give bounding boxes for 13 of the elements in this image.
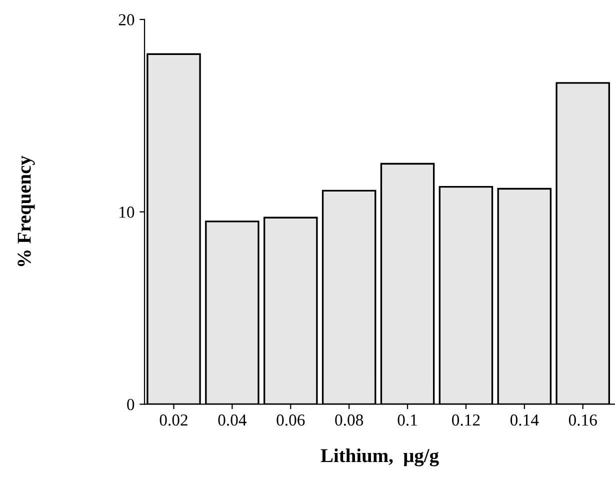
x-tick-label: 0.06	[276, 414, 305, 426]
y-axis-title: % Frequency	[18, 156, 35, 266]
x-tick-label: 0.02	[160, 414, 188, 426]
y-tick-label: 20	[118, 14, 134, 26]
x-tick-label: 0.04	[218, 414, 247, 426]
y-tick-label: 0	[127, 398, 134, 410]
x-tick-label: 0.14	[510, 414, 539, 426]
x-axis-title: Lithium, μg/g	[320, 448, 439, 466]
y-tick-label: 10	[120, 206, 134, 218]
x-tick-label: 0.1	[398, 414, 417, 426]
x-tick-label: 0.12	[452, 414, 480, 426]
x-tick-label: 0.16	[568, 414, 597, 426]
x-tick-label: 0.08	[335, 414, 364, 426]
